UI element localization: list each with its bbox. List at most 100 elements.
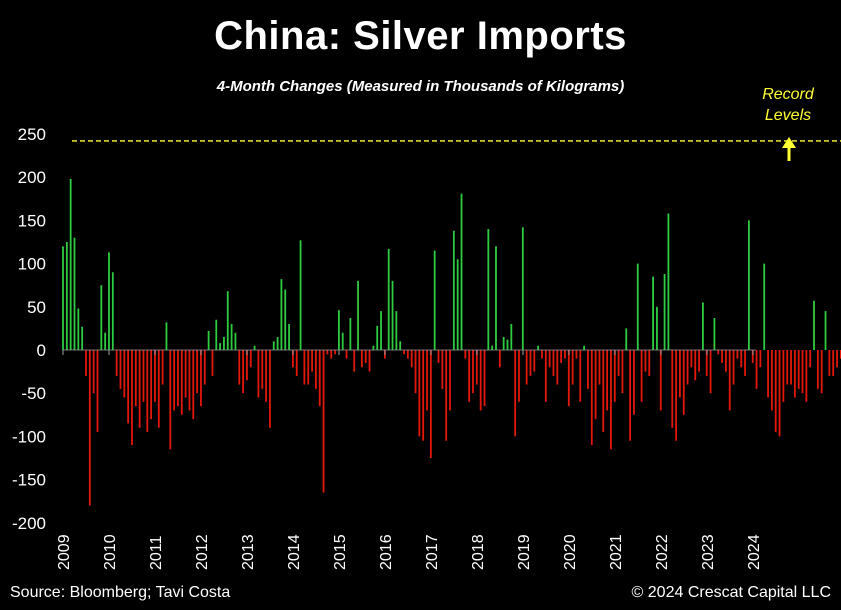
- bar-positive: [253, 345, 256, 350]
- bar-negative: [705, 350, 708, 376]
- bar-negative: [203, 350, 206, 385]
- bar-negative: [123, 350, 126, 398]
- bar-positive: [491, 345, 494, 350]
- bar-negative: [732, 350, 735, 385]
- bar-negative: [238, 350, 241, 385]
- x-tick-label: 2017: [424, 534, 441, 570]
- bar-negative: [138, 350, 141, 428]
- bar-positive: [81, 326, 84, 350]
- bar-negative: [686, 350, 689, 385]
- x-tick-label: 2023: [700, 534, 717, 570]
- bar-positive: [537, 345, 540, 350]
- bar-negative: [406, 350, 409, 359]
- bar-negative: [85, 350, 87, 376]
- bar-positive: [510, 324, 513, 350]
- bar-negative: [782, 350, 785, 402]
- bar-negative: [698, 350, 700, 372]
- bar-positive: [230, 324, 233, 350]
- bar-positive: [380, 311, 382, 350]
- bar-negative: [725, 350, 727, 372]
- bar-negative: [330, 350, 333, 359]
- bar-negative: [751, 350, 754, 363]
- x-tick-label: 2020: [562, 534, 579, 570]
- bar-negative: [429, 350, 432, 458]
- bar-positive: [391, 280, 394, 350]
- bar-negative: [740, 350, 743, 368]
- bar-negative: [606, 350, 609, 411]
- bar-negative: [173, 350, 176, 411]
- bar-positive: [108, 252, 110, 350]
- bar-negative: [571, 350, 574, 385]
- bar-negative: [694, 350, 697, 381]
- bar-negative: [345, 350, 348, 359]
- bar-negative: [518, 350, 520, 402]
- record-reference: [72, 137, 841, 161]
- bar-negative: [127, 350, 130, 424]
- bar-negative: [717, 350, 720, 355]
- x-tick-label: 2009: [56, 534, 73, 570]
- bar-negative: [269, 350, 271, 428]
- bar-negative: [115, 350, 118, 376]
- bar-positive: [813, 300, 815, 350]
- bar-negative: [648, 350, 651, 376]
- bar-positive: [104, 332, 107, 350]
- bar-negative: [445, 350, 448, 441]
- bar-positive: [376, 325, 379, 350]
- bar-positive: [73, 237, 76, 350]
- bar-negative: [142, 350, 145, 402]
- bar-negative: [322, 350, 325, 493]
- bar-positive: [663, 273, 666, 350]
- bar-negative: [778, 350, 781, 437]
- bar-positive: [276, 337, 279, 350]
- bar-negative: [249, 350, 252, 368]
- bar-series: [62, 178, 841, 506]
- bar-negative: [150, 350, 153, 420]
- bar-positive: [502, 337, 505, 350]
- y-tick-label: 100: [18, 255, 46, 274]
- bar-negative: [793, 350, 796, 398]
- bar-negative: [418, 350, 421, 437]
- bar-positive: [100, 285, 103, 350]
- y-tick-label: -100: [12, 427, 46, 446]
- bar-positive: [349, 318, 352, 350]
- bar-positive: [372, 345, 375, 350]
- bar-negative: [617, 350, 620, 376]
- bar-negative: [242, 350, 244, 394]
- chart-title: China: Silver Imports: [214, 14, 627, 58]
- bar-positive: [521, 227, 524, 350]
- bar-negative: [816, 350, 819, 389]
- bar-negative: [326, 350, 329, 355]
- bar-negative: [154, 350, 156, 402]
- x-tick-label: 2013: [240, 534, 257, 570]
- bar-positive: [223, 337, 225, 350]
- bar-negative: [567, 350, 570, 407]
- bar-negative: [797, 350, 800, 389]
- y-tick-label: -150: [12, 471, 46, 490]
- bar-positive: [272, 341, 275, 350]
- x-axis: 2009 2010 2011 2012 2013 2014 2015 2016 2017 2018…: [56, 349, 763, 570]
- bar-negative: [211, 350, 214, 376]
- bar-negative: [587, 350, 589, 389]
- bar-positive: [215, 319, 218, 350]
- record-levels-annotation: Record Levels: [748, 84, 828, 126]
- bar-negative: [671, 350, 674, 428]
- bar-positive: [337, 310, 340, 350]
- bar-negative: [828, 350, 831, 376]
- bar-positive: [460, 193, 463, 350]
- bar-positive: [702, 302, 704, 350]
- bar-negative: [755, 350, 758, 389]
- bar-negative: [311, 350, 313, 372]
- x-tick-label: 2019: [516, 534, 533, 570]
- bar-positive: [284, 289, 287, 350]
- y-tick-label: 250: [18, 125, 46, 144]
- bar-negative: [525, 350, 528, 385]
- bar-negative: [790, 350, 792, 385]
- bar-positive: [280, 279, 283, 350]
- chart-subtitle: 4-Month Changes (Measured in Thousands o…: [216, 78, 625, 95]
- bar-positive: [456, 259, 459, 350]
- bar-negative: [786, 350, 789, 385]
- bar-negative: [315, 350, 317, 389]
- bar-negative: [414, 350, 417, 394]
- bar-negative: [265, 350, 267, 402]
